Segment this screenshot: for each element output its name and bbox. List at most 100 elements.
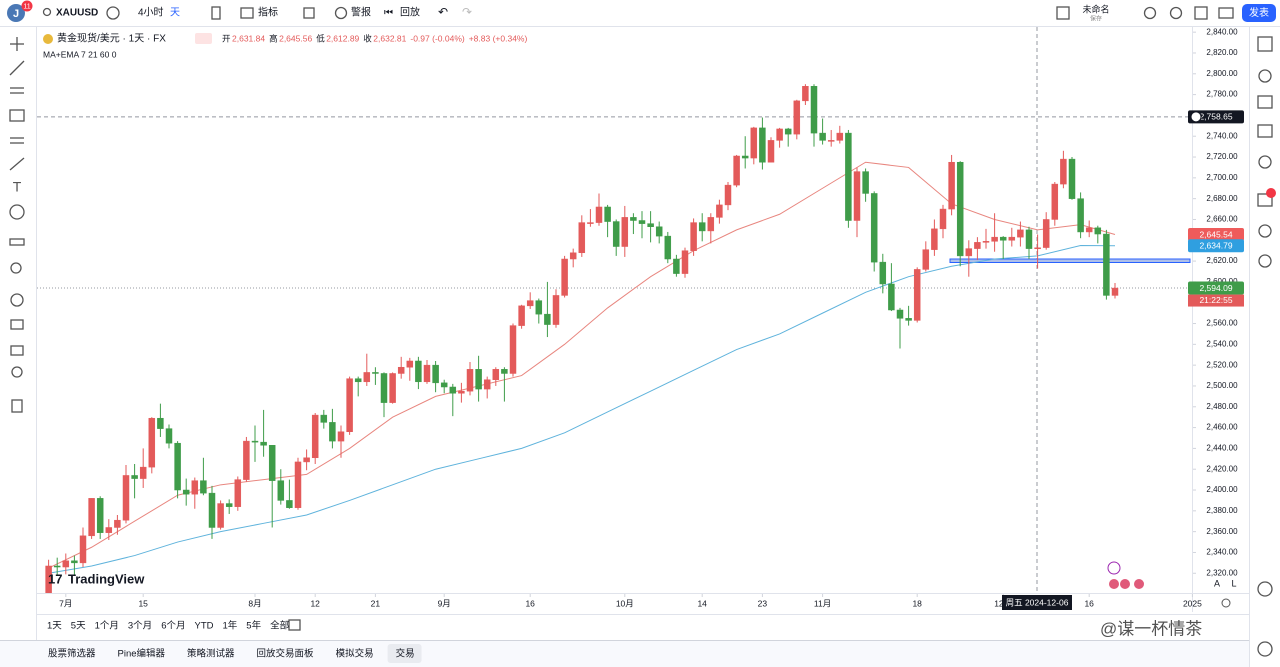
panel-icon[interactable] <box>1257 36 1273 52</box>
x-tick-label: 10月 <box>616 598 634 608</box>
candle-body <box>776 128 783 141</box>
candle-body <box>380 373 388 403</box>
tool[interactable] <box>11 399 23 413</box>
axis-button[interactable]: A <box>1214 578 1220 588</box>
panel-icon[interactable] <box>1258 224 1272 238</box>
range-button[interactable]: 5年 <box>246 620 261 632</box>
date-range-icon[interactable] <box>288 619 301 631</box>
panel-icon[interactable] <box>1258 69 1272 83</box>
candle-body <box>1068 158 1076 199</box>
snapshot-icon[interactable] <box>1218 7 1234 19</box>
layout-name[interactable]: 未命名 <box>1082 3 1109 14</box>
crosshair-date-bg <box>1002 595 1072 610</box>
tool[interactable] <box>9 109 25 122</box>
x-tick-label: 8月 <box>248 598 261 608</box>
fullscreen-icon[interactable] <box>1194 6 1208 20</box>
layout-icon[interactable] <box>303 7 315 19</box>
candle-body <box>578 222 586 254</box>
panel-icon[interactable] <box>1257 95 1273 109</box>
settings-icon[interactable] <box>1221 598 1231 608</box>
symbol[interactable]: XAUUSD <box>56 8 98 19</box>
tool-icon[interactable] <box>1143 6 1157 20</box>
tool[interactable] <box>9 60 25 76</box>
range-button[interactable]: 全部 <box>270 620 289 632</box>
candle-body <box>802 86 809 102</box>
panel-icon[interactable] <box>1257 193 1273 207</box>
alert-icon[interactable] <box>334 6 348 20</box>
candle-body <box>1025 229 1033 249</box>
range-button[interactable]: 5天 <box>71 621 86 632</box>
range-button[interactable]: 6个月 <box>161 621 185 632</box>
range-button[interactable]: 1天 <box>47 621 62 632</box>
undo[interactable]: ↶ <box>438 5 448 19</box>
y-tick-label: 2,820.00 <box>1206 48 1238 57</box>
tool[interactable] <box>9 204 25 220</box>
y-tick-label: 2,740.00 <box>1206 131 1238 140</box>
bottom-tab[interactable]: 回放交易面板 <box>257 648 315 660</box>
x-tick-label: 14 <box>697 598 707 608</box>
tool[interactable] <box>10 293 24 307</box>
range-button[interactable]: 3个月 <box>128 621 152 632</box>
search-icon[interactable] <box>42 7 52 17</box>
candle-body <box>569 252 577 260</box>
price-label-bg <box>1188 281 1244 295</box>
candle-body <box>604 206 611 222</box>
replay[interactable]: 回放 <box>400 6 420 19</box>
candle-body <box>965 248 973 257</box>
tool[interactable] <box>11 366 23 378</box>
bottom-tab[interactable]: Pine编辑器 <box>118 648 166 660</box>
interval[interactable]: 4小时 <box>138 7 164 19</box>
legend-change: -0.97 (-0.04%) <box>410 33 464 43</box>
candle-body <box>415 360 422 383</box>
interval-day[interactable]: 天 <box>170 8 180 19</box>
range-button[interactable]: 1个月 <box>95 621 119 632</box>
candle-body <box>647 223 654 228</box>
checkbox[interactable] <box>1056 6 1070 20</box>
chart-type-icon[interactable] <box>211 6 221 20</box>
tool[interactable] <box>10 262 22 274</box>
panel-icon[interactable] <box>1258 155 1272 169</box>
candle-body <box>931 228 938 250</box>
y-tick-label: 2,780.00 <box>1206 90 1238 99</box>
panel-icon[interactable] <box>1257 581 1273 597</box>
redo[interactable]: ↷ <box>462 5 472 19</box>
candle-body <box>905 318 912 321</box>
candle-body <box>733 155 740 186</box>
replay-icon[interactable]: ⏮ <box>384 8 393 19</box>
bottom-tab[interactable]: 股票筛选器 <box>48 648 96 660</box>
countdown-bg <box>1188 294 1244 307</box>
tool[interactable] <box>9 238 25 246</box>
indicators[interactable]: 指标 <box>258 6 278 19</box>
y-tick-label: 2,840.00 <box>1206 27 1238 36</box>
candle-body <box>406 360 414 368</box>
tool[interactable] <box>10 345 24 356</box>
bottom-tab[interactable]: 模拟交易 <box>336 648 374 660</box>
add-symbol[interactable] <box>106 6 120 20</box>
tool[interactable] <box>10 319 24 330</box>
y-tick-label: 2,700.00 <box>1206 173 1238 182</box>
panel-icon[interactable] <box>1258 254 1272 268</box>
range-button[interactable]: 1年 <box>222 620 237 632</box>
avatar[interactable] <box>7 4 25 22</box>
tool[interactable] <box>9 157 25 171</box>
alerts[interactable]: 警报 <box>351 6 371 19</box>
y-tick-label: 2,400.00 <box>1206 485 1238 494</box>
settings-icon[interactable] <box>1169 6 1183 20</box>
text-tool[interactable]: T <box>13 179 22 195</box>
indicator-icon[interactable] <box>240 7 254 19</box>
publish-button[interactable] <box>1242 4 1276 22</box>
axis-button[interactable]: L <box>1231 578 1236 588</box>
crosshair-add[interactable] <box>1190 111 1202 123</box>
candle-body <box>501 369 508 374</box>
bottom-tab[interactable]: 策略测试器 <box>187 648 235 660</box>
bottom-tab[interactable]: 交易 <box>396 648 415 660</box>
candle-body <box>492 369 500 380</box>
candle-body <box>62 560 70 568</box>
panel-icon[interactable] <box>1257 124 1273 138</box>
panel-icon[interactable] <box>1257 641 1273 657</box>
y-tick-label: 2,320.00 <box>1206 568 1238 577</box>
range-button[interactable]: YTD <box>194 621 213 632</box>
y-tick-label: 2,800.00 <box>1206 69 1238 78</box>
candle-body <box>707 217 715 232</box>
